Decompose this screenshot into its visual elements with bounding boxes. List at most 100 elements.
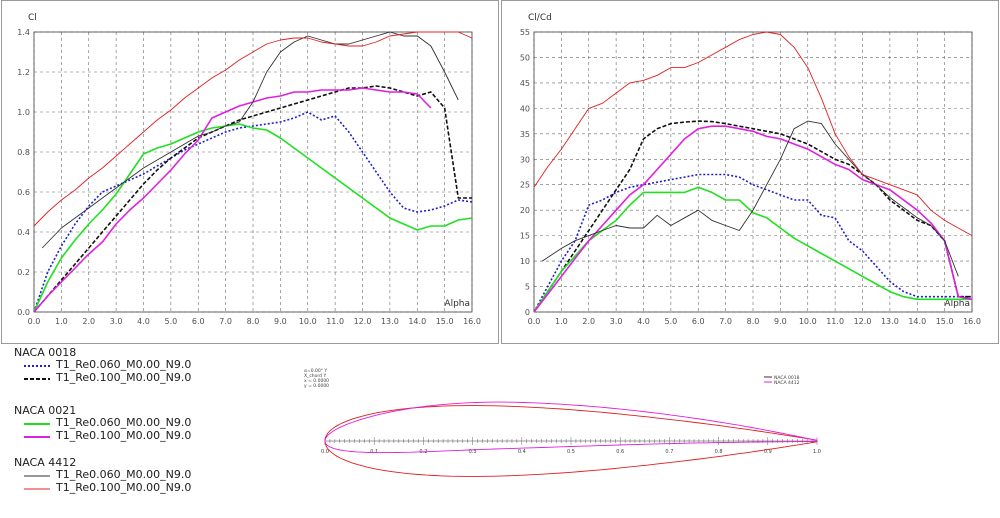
foil-info-line: α=0.00° Y xyxy=(304,368,327,374)
grid xyxy=(533,31,973,313)
x-tick-label: 6.0 xyxy=(692,317,705,326)
x-tick-label: 8.0 xyxy=(247,317,260,326)
legend-swatch xyxy=(24,436,50,438)
foil-view: α=0.00° Y X_chord Y x = 0.0000 y = 0.000… xyxy=(300,360,840,510)
x-tick-label: 2.0 xyxy=(82,317,95,326)
chord-tick-label: 0.7 xyxy=(665,449,673,455)
chord-tick-label: 0.5 xyxy=(567,449,575,455)
x-tick-label: 11.0 xyxy=(326,317,344,326)
y-tick-label: 15 xyxy=(520,232,530,241)
x-tick-label: 1.0 xyxy=(555,317,568,326)
x-tick-label: 16.0 xyxy=(463,317,481,326)
y-tick-label: 1.0 xyxy=(17,108,30,117)
x-tick-label: 12.0 xyxy=(354,317,372,326)
x-tick-label: 5.0 xyxy=(165,317,178,326)
y-tick-label: 40 xyxy=(520,104,530,113)
series-line-naca-0021-2 xyxy=(533,186,972,313)
series-line-naca-4412-5 xyxy=(33,31,473,227)
x-tick-label: 12.0 xyxy=(854,317,872,326)
legend-entry-label: T1_Re0.100_M0.00_N9.0 xyxy=(56,429,192,442)
series-line-naca-4412-5 xyxy=(533,31,973,236)
series-line-naca-0018-1 xyxy=(533,120,972,313)
legend-entry: T1_Re0.060_M0.00_N9.0 xyxy=(24,416,264,430)
x-tick-label: 10.0 xyxy=(299,317,317,326)
legend-group-title: NACA 0018 xyxy=(14,346,77,359)
x-tick-label: 14.0 xyxy=(408,317,426,326)
y-tick-label: 0.6 xyxy=(17,188,30,197)
grid xyxy=(33,31,473,313)
x-tick-label: 15.0 xyxy=(936,317,954,326)
x-axis-label: Alpha xyxy=(444,299,470,309)
x-tick-label: 5.0 xyxy=(665,317,678,326)
chord-tick-label: 1.0 xyxy=(813,449,821,455)
legend-swatch xyxy=(24,365,50,367)
foil-curves xyxy=(324,401,818,477)
y-tick-label: 1.4 xyxy=(17,28,30,37)
x-tick-label: 14.0 xyxy=(908,317,926,326)
clcd-vs-alpha-chart: 0.0 1.0 2.0 3.0 4.0 5.0 6.0 7.0 8.0 9.0 10.0 11.0 12… xyxy=(520,13,981,326)
series-line-naca-0021-3 xyxy=(33,87,432,313)
y-tick-label: 5 xyxy=(525,283,530,292)
legend-entry: T1_Re0.100_M0.00_N9.0 xyxy=(24,371,264,385)
legend-entry-label: T1_Re0.060_M0.00_N9.0 xyxy=(56,416,192,429)
x-tick-label: 13.0 xyxy=(881,317,899,326)
y-axis-label: Cl xyxy=(28,13,37,23)
y-tick-label: 0.8 xyxy=(17,148,30,157)
y-tick-label: 50 xyxy=(520,53,530,62)
legend-swatch xyxy=(24,488,50,490)
foil-info-line: x = 0.0000 xyxy=(304,378,329,384)
y-tick-label: 25 xyxy=(520,181,530,190)
plot-frame xyxy=(533,31,973,313)
series-line-naca-0021-3 xyxy=(533,125,973,313)
chord-tick-label: 0.3 xyxy=(469,449,477,455)
legend-swatch xyxy=(24,378,50,380)
legend-swatch xyxy=(24,423,50,425)
chord-tick-label: 0.1 xyxy=(370,449,378,455)
x-tick-label: 10.0 xyxy=(799,317,817,326)
x-tick-label: 9.0 xyxy=(274,317,287,326)
legend-entry: T1_Re0.100_M0.00_N9.0 xyxy=(24,481,264,495)
series-line-naca-4412-4 xyxy=(41,31,459,249)
chord-tick-label: 0.0 xyxy=(321,449,329,455)
foil-info-text: α=0.00° Y X_chord Y x = 0.0000 y = 0.000… xyxy=(304,368,329,389)
x-tick-label: 2.0 xyxy=(582,317,595,326)
x-tick-label: 0.0 xyxy=(528,317,541,326)
legend-entry-label: T1_Re0.060_M0.00_N9.0 xyxy=(56,358,192,371)
x-tick-label: 0.0 xyxy=(28,317,41,326)
legend-entry-label: T1_Re0.060_M0.00_N9.0 xyxy=(56,468,192,481)
foil-shape-plot: α=0.00° Y X_chord Y x = 0.0000 y = 0.000… xyxy=(304,368,821,477)
y-tick-label: 20 xyxy=(520,206,530,215)
foil-legend-label: NACA 0018 xyxy=(774,375,800,381)
y-axis-label: Cl/Cd xyxy=(528,13,552,23)
x-tick-label: 4.0 xyxy=(637,317,650,326)
y-tick-label: 35 xyxy=(520,130,530,139)
x-tick-label: 9.0 xyxy=(774,317,787,326)
x-tick-label: 15.0 xyxy=(436,317,454,326)
chord-tick-label: 0.9 xyxy=(764,449,772,455)
y-tick-label: 0.4 xyxy=(17,228,30,237)
foil-outline-1 xyxy=(324,401,818,454)
y-tick-label: 0.2 xyxy=(17,268,30,277)
foil-info-line: X_chord Y xyxy=(304,373,326,379)
x-tick-label: 6.0 xyxy=(192,317,205,326)
y-tick-label: 30 xyxy=(520,155,530,164)
y-tick-label: 0.0 xyxy=(17,308,30,317)
series-line-naca-4412-4 xyxy=(541,120,959,277)
legend-entry: T1_Re0.100_M0.00_N9.0 xyxy=(24,429,264,443)
x-tick-label: 4.0 xyxy=(137,317,150,326)
foil-legend-label: NACA 4412 xyxy=(774,380,800,386)
x-tick-label: 7.0 xyxy=(219,317,232,326)
legend-group-title: NACA 0021 xyxy=(14,404,77,417)
x-tick-label: 13.0 xyxy=(381,317,399,326)
chord-tick-label: 0.4 xyxy=(518,449,526,455)
cl-chart-panel: 0.0 1.0 2.0 3.0 4.0 5.0 6.0 7.0 8.0 9.0 10.0 11.0 12… xyxy=(1,0,499,344)
series-line-naca-0018-0 xyxy=(33,111,473,313)
series-line-naca-0018-0 xyxy=(533,173,972,313)
y-tick-label: 45 xyxy=(520,79,530,88)
y-tick-label: 10 xyxy=(520,257,530,266)
series-line-naca-0021-2 xyxy=(33,123,473,313)
x-tick-label: 3.0 xyxy=(610,317,623,326)
chord-tick-label: 0.6 xyxy=(616,449,624,455)
x-tick-label: 7.0 xyxy=(719,317,732,326)
polar-legend: NACA 0018 T1_Re0.060_M0.00_N9.0 T1_Re0.1… xyxy=(8,346,278,516)
